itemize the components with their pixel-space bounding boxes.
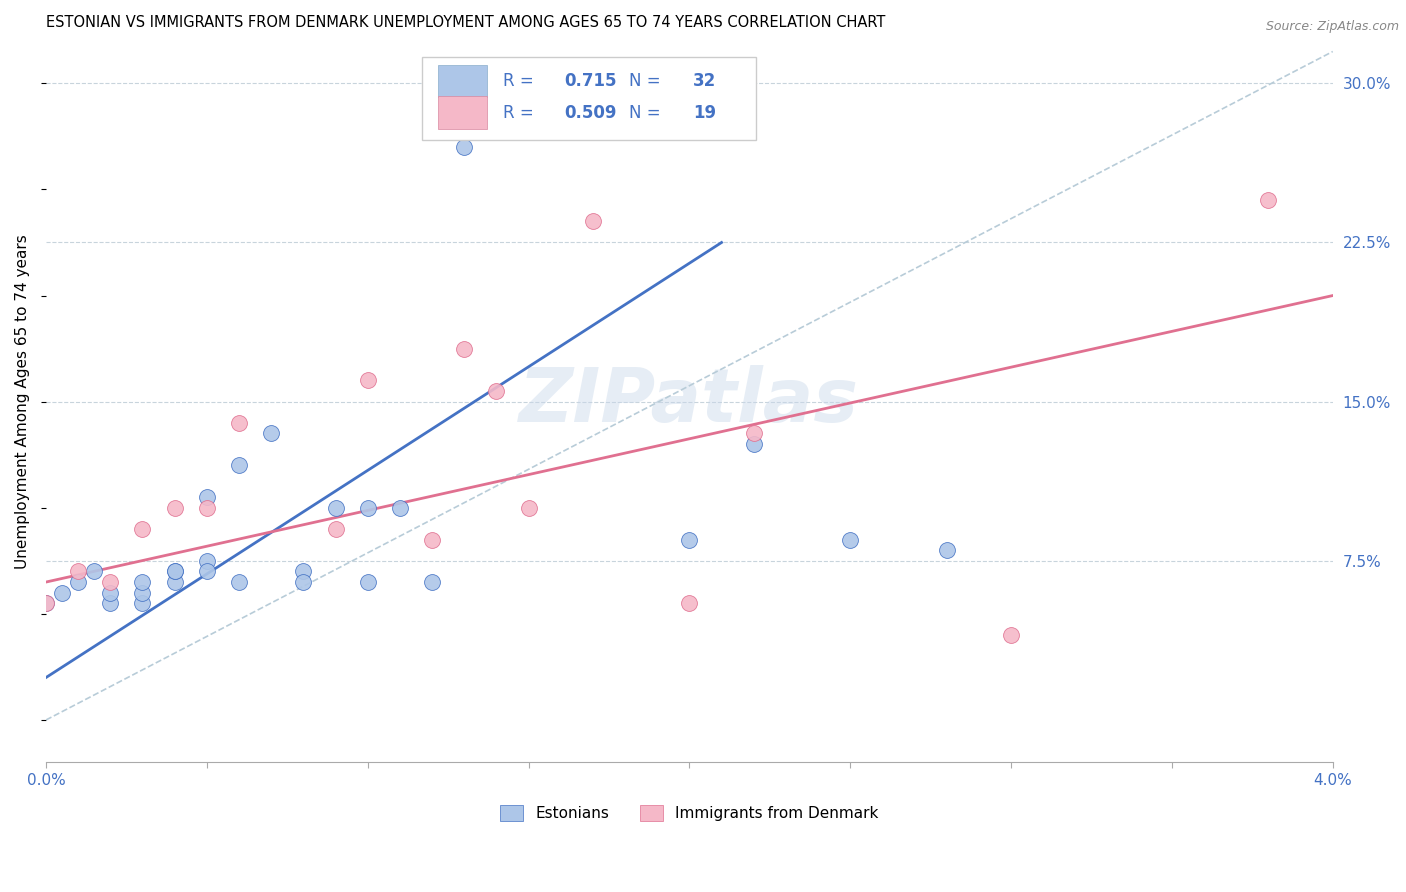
Text: ZIPatlas: ZIPatlas [519,365,859,438]
Point [98,585,121,599]
Text: N =: N = [628,72,666,90]
Point [195,565,218,579]
Point [582,97,605,112]
Point [357,500,380,515]
Point [131,596,153,610]
Point [517,108,540,122]
Point [678,596,700,610]
Point [163,565,186,579]
Text: 19: 19 [693,103,717,121]
Point [228,416,250,430]
Point [83,565,105,579]
Point [35,596,58,610]
Point [67,575,90,590]
Text: Source: ZipAtlas.com: Source: ZipAtlas.com [1265,20,1399,33]
Point [935,543,957,558]
Point [839,533,862,547]
Point [582,214,605,228]
Point [1000,628,1022,642]
Point [67,565,90,579]
Point [485,384,508,398]
Point [453,342,475,356]
Point [163,575,186,590]
Text: R =: R = [503,103,538,121]
Point [195,500,218,515]
Text: ESTONIAN VS IMMIGRANTS FROM DENMARK UNEMPLOYMENT AMONG AGES 65 TO 74 YEARS CORRE: ESTONIAN VS IMMIGRANTS FROM DENMARK UNEM… [46,15,886,30]
Point [325,522,347,536]
Point [325,500,347,515]
FancyBboxPatch shape [422,57,756,140]
Point [98,596,121,610]
Point [98,575,121,590]
Point [420,575,443,590]
Point [292,565,315,579]
Y-axis label: Unemployment Among Ages 65 to 74 years: Unemployment Among Ages 65 to 74 years [15,235,30,569]
FancyBboxPatch shape [439,96,488,129]
Text: N =: N = [628,103,666,121]
Point [357,374,380,388]
Point [35,596,58,610]
Text: 32: 32 [693,72,717,90]
Point [742,437,765,451]
Point [453,140,475,154]
Point [678,533,700,547]
Point [742,426,765,441]
Point [131,575,153,590]
Point [357,575,380,590]
Point [292,575,315,590]
Legend: Estonians, Immigrants from Denmark: Estonians, Immigrants from Denmark [495,798,884,827]
Point [195,554,218,568]
Point [131,585,153,599]
Point [195,490,218,504]
Point [228,575,250,590]
Point [51,585,73,599]
Point [388,500,411,515]
Point [260,426,283,441]
Text: 0.715: 0.715 [565,72,617,90]
Point [420,533,443,547]
Point [163,565,186,579]
Point [131,522,153,536]
Point [228,458,250,473]
Text: 0.509: 0.509 [565,103,617,121]
Point [163,500,186,515]
Point [1257,193,1279,207]
Text: R =: R = [503,72,538,90]
Point [517,500,540,515]
FancyBboxPatch shape [439,65,488,97]
